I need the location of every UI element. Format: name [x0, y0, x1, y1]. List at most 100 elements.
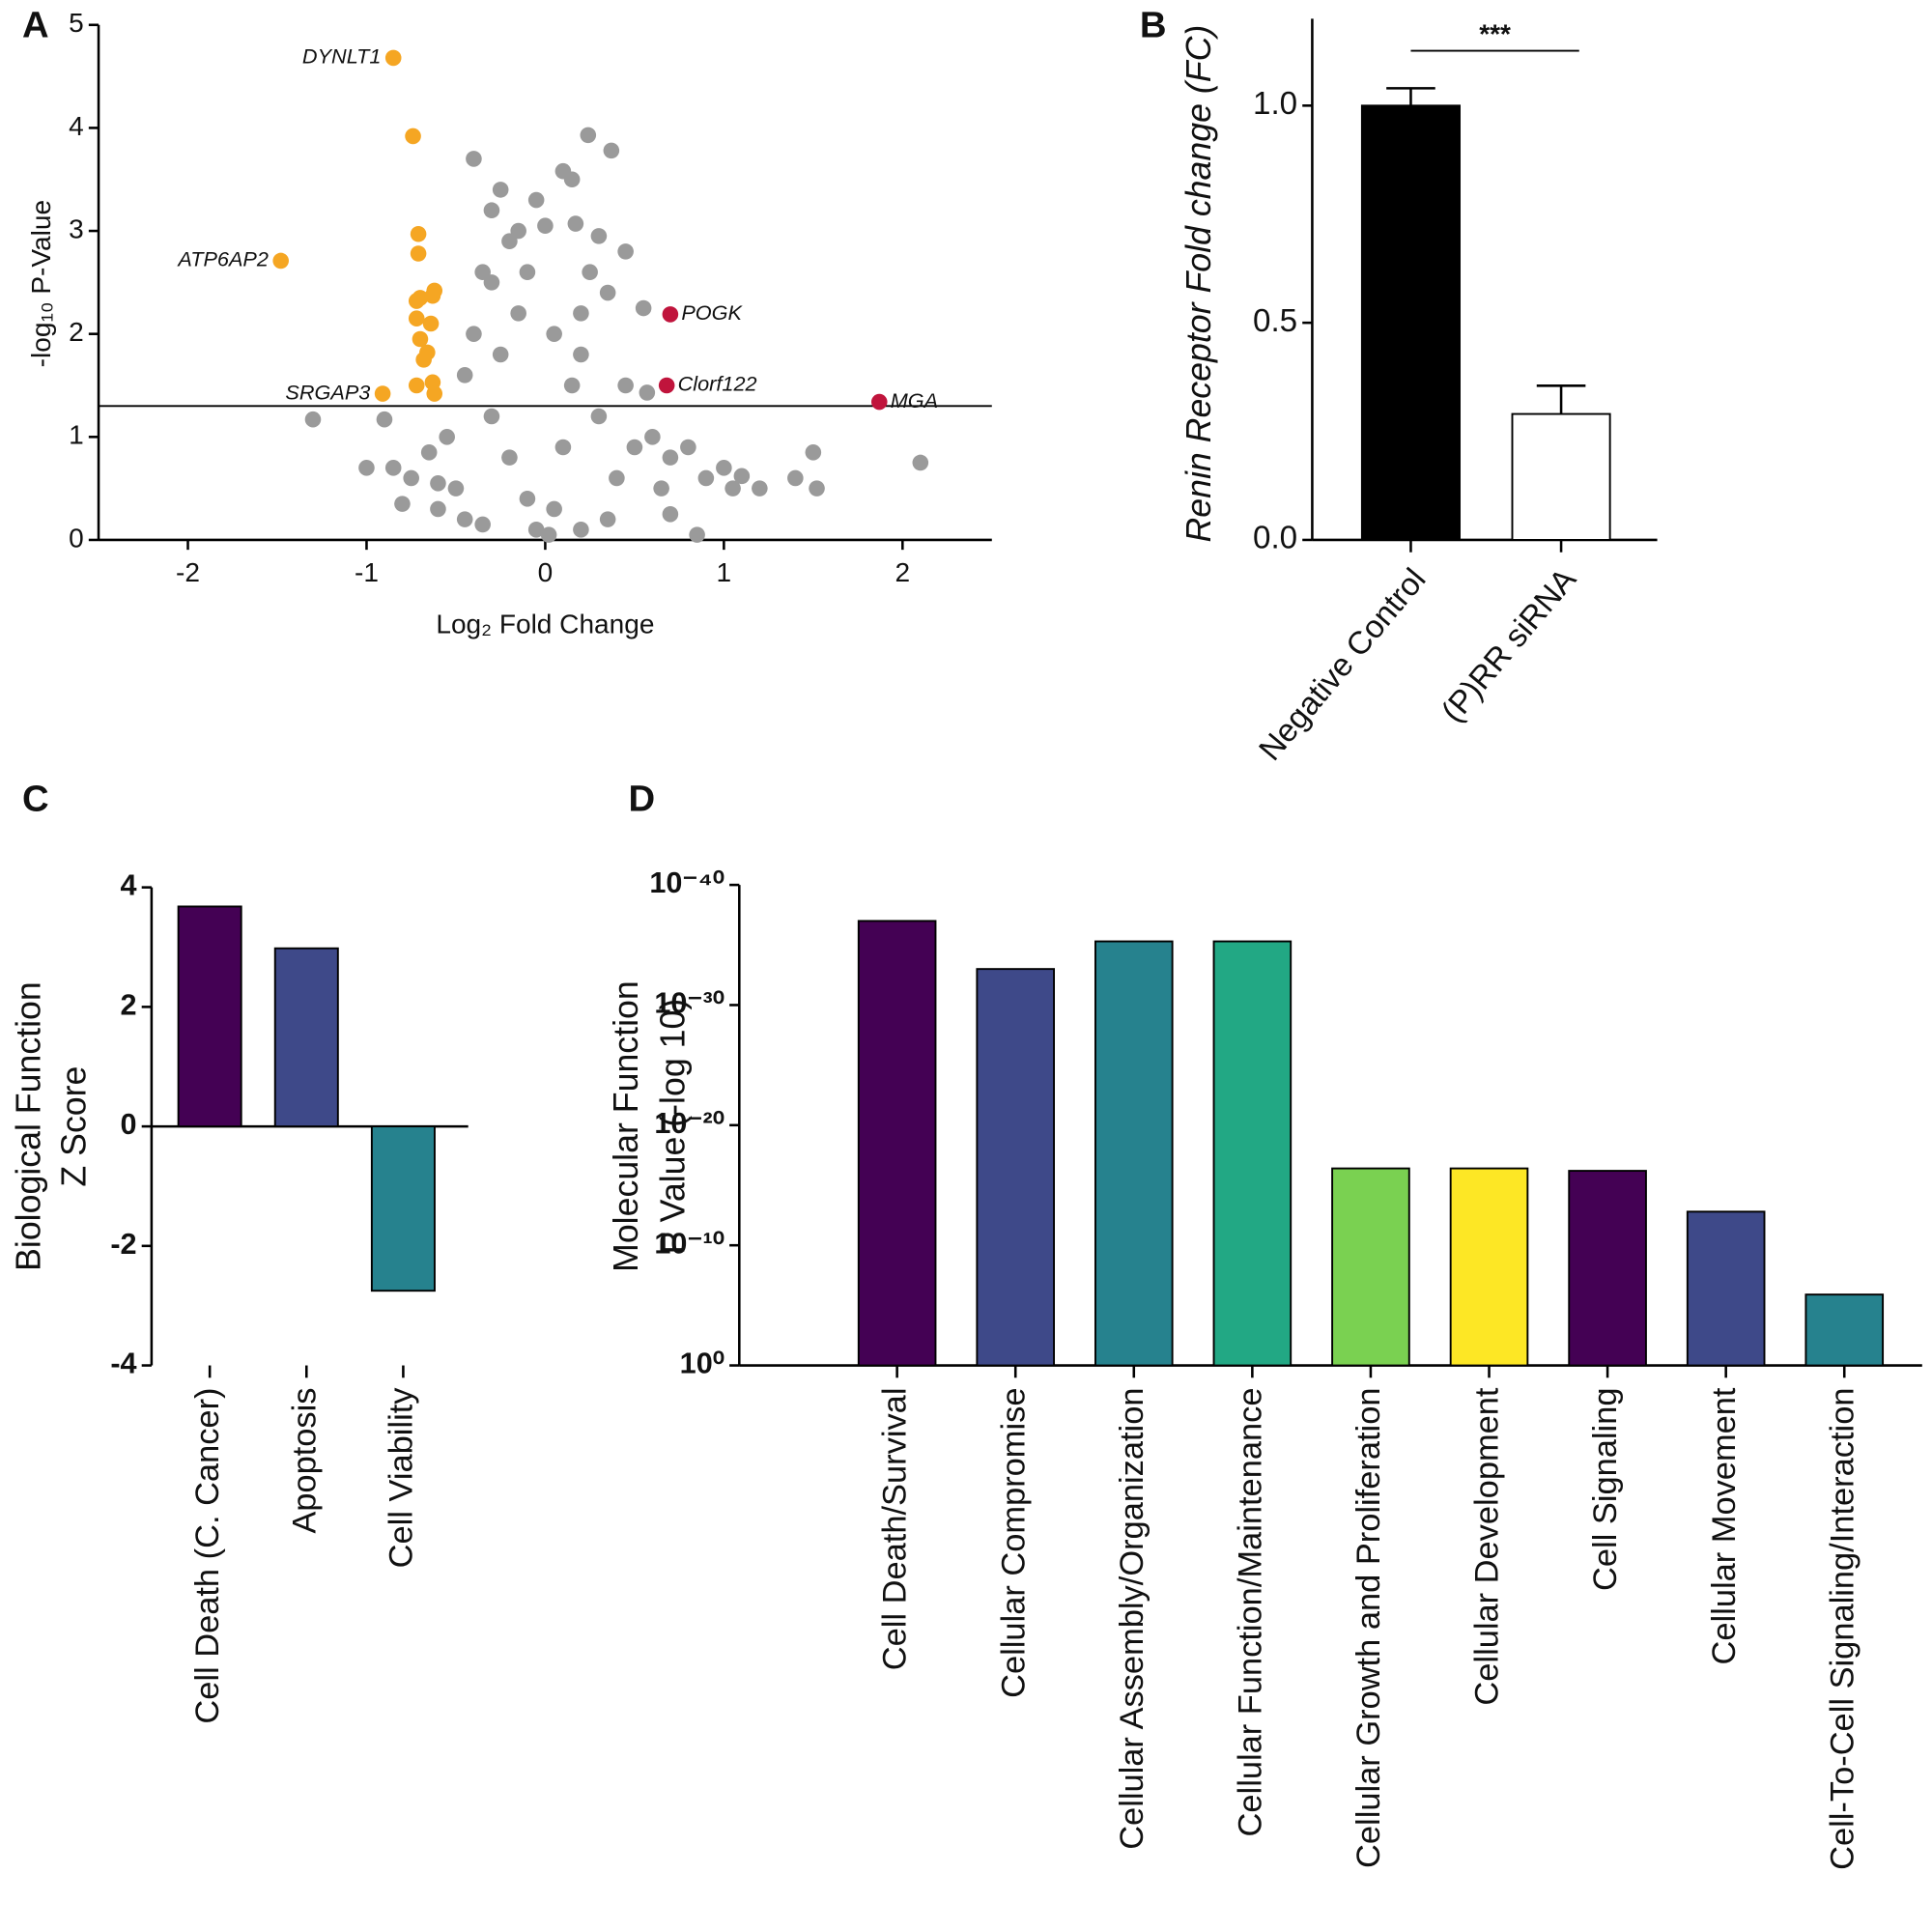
point: [599, 511, 616, 527]
point: [658, 377, 675, 394]
y-tick-label: 1.0: [1253, 86, 1297, 122]
point: [716, 460, 732, 476]
point: [912, 454, 929, 471]
x-tick-label: Negative Control: [1252, 562, 1433, 768]
point: [410, 245, 427, 262]
point-annotation: Clorf122: [678, 372, 757, 396]
point: [567, 215, 584, 232]
x-tick-label: Cellular Function/Maintenance: [1232, 1388, 1268, 1837]
point: [430, 500, 446, 518]
x-tick-label: -2: [176, 557, 200, 587]
point: [609, 469, 625, 487]
point: [809, 480, 825, 497]
y-tick-label: -4: [110, 1348, 136, 1380]
point: [430, 475, 446, 492]
y-axis-label: P Value (-log 10): [653, 999, 692, 1255]
y-tick-label: 5: [69, 8, 84, 38]
y-tick-label: 2: [69, 317, 84, 347]
panel-label: A: [22, 4, 49, 45]
x-tick-label: 2: [895, 557, 911, 587]
y-tick-label: 0: [69, 523, 84, 553]
point: [644, 429, 661, 445]
bar: [1568, 1170, 1647, 1367]
y-axis-label: -log₁₀ P-Value: [26, 200, 56, 367]
point: [639, 384, 656, 401]
x-tick-label: Cell-To-Cell Signaling/Interaction: [1824, 1388, 1861, 1870]
point: [415, 352, 432, 368]
point: [439, 429, 455, 445]
point: [408, 377, 425, 394]
point: [412, 330, 429, 348]
x-tick-label: Cellular Assembly/Organization: [1114, 1388, 1151, 1850]
point: [510, 305, 526, 322]
bar: [177, 905, 242, 1128]
y-tick-label: 10⁰: [680, 1348, 724, 1380]
x-axis-label: Log₂ Fold Change: [436, 610, 654, 639]
point: [422, 315, 440, 332]
bar: [370, 1125, 436, 1292]
point: [510, 222, 526, 240]
x-tick-label: Apoptosis: [286, 1388, 323, 1534]
point: [426, 385, 443, 402]
point: [662, 306, 679, 323]
x-tick-label: Cell Viability: [384, 1387, 420, 1569]
point: [447, 480, 465, 497]
y-tick-label: 0.5: [1253, 303, 1297, 339]
bar: [1212, 940, 1293, 1367]
x-tick-label: Cellular Growth and Proliferation: [1350, 1388, 1387, 1868]
point: [483, 202, 500, 219]
point: [466, 151, 482, 167]
point: [519, 491, 536, 507]
point: [662, 506, 679, 523]
point: [492, 346, 509, 363]
bar: [1449, 1167, 1529, 1367]
bar: [1331, 1167, 1410, 1367]
x-tick-label: Cell Death/Survival: [877, 1388, 914, 1671]
y-axis-label: Biological Function: [9, 981, 47, 1271]
error-bar: [1536, 384, 1586, 414]
y-tick-label: 4: [121, 869, 137, 902]
point: [376, 411, 393, 428]
point: [474, 516, 491, 533]
point: [483, 274, 500, 291]
point: [870, 393, 888, 411]
point: [456, 511, 473, 527]
point: [599, 284, 616, 301]
point: [546, 326, 562, 342]
point-annotation: SRGAP3: [285, 380, 370, 404]
point: [540, 526, 557, 543]
bar: [857, 920, 937, 1367]
point: [527, 191, 545, 209]
point-annotation: DYNLT1: [302, 44, 382, 69]
point: [358, 460, 375, 476]
panel-label: C: [22, 778, 49, 819]
point: [689, 526, 705, 543]
point: [635, 299, 652, 317]
point: [626, 439, 643, 456]
x-tick-label: 1: [717, 557, 732, 587]
point: [617, 377, 634, 394]
significance-label: ***: [1479, 19, 1511, 49]
y-tick-label: 10⁻³⁰: [654, 987, 724, 1020]
point: [405, 128, 421, 145]
point: [582, 264, 598, 280]
point: [424, 287, 441, 304]
point: [590, 408, 608, 425]
point: [492, 182, 509, 198]
point: [697, 469, 715, 487]
y-tick-label: 0.0: [1253, 521, 1297, 556]
point: [519, 264, 536, 280]
point: [653, 480, 669, 497]
point: [590, 228, 608, 244]
y-tick-label: 2: [121, 988, 137, 1021]
point: [680, 439, 696, 456]
point: [724, 480, 741, 497]
point: [408, 293, 425, 309]
x-tick-label: Cell Death (C. Cancer): [189, 1388, 226, 1724]
point: [573, 521, 589, 538]
y-tick-label: 1: [69, 420, 84, 450]
point: [501, 449, 518, 466]
error-bar: [1386, 87, 1435, 106]
y-axis-label: Z Score: [55, 1066, 94, 1187]
point: [554, 439, 572, 456]
